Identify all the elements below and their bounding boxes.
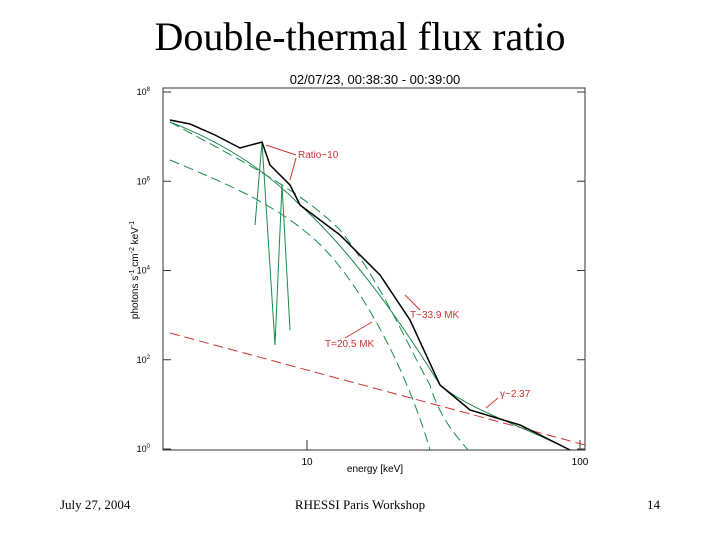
annotation: Ratio~10 bbox=[298, 150, 339, 161]
annotation: T~33.9 MK bbox=[410, 310, 460, 321]
tick-base: 10 bbox=[137, 444, 147, 454]
annotation: T=20.5 MK bbox=[325, 339, 375, 350]
y-axis-label: photons s-1 cm-2 keV-1 bbox=[129, 221, 141, 319]
slide-title: Double-thermal flux ratio bbox=[155, 14, 566, 59]
tick-base: 10 bbox=[137, 87, 147, 97]
x-tick-label: 100 bbox=[572, 457, 589, 468]
tick-exp: 0 bbox=[147, 444, 151, 450]
footer-date: July 27, 2004 bbox=[60, 497, 131, 512]
footer-page: 14 bbox=[647, 497, 661, 512]
x-tick-label: 10 bbox=[301, 457, 313, 468]
footer-event: RHESSI Paris Workshop bbox=[295, 497, 425, 512]
tick-base: 10 bbox=[137, 176, 147, 186]
y-tick-label: 108 bbox=[137, 87, 151, 97]
ratio-curve bbox=[254, 141, 291, 346]
tick-base: 10 bbox=[137, 266, 147, 276]
x-axis-label: energy [keV] bbox=[347, 464, 403, 475]
y-tick-label: 104 bbox=[137, 266, 151, 276]
data-spectrum bbox=[169, 119, 571, 451]
label-part: photons s bbox=[130, 276, 141, 319]
tick-exp: 6 bbox=[147, 176, 151, 182]
thermal-curve-2 bbox=[169, 121, 469, 451]
label-part: cm bbox=[130, 253, 141, 269]
arrow bbox=[344, 321, 373, 339]
annotation: γ~2.37 bbox=[500, 389, 531, 400]
arrow bbox=[289, 157, 297, 181]
tick-exp: 8 bbox=[147, 87, 151, 93]
y-tick-label: 100 bbox=[137, 444, 151, 454]
plot-frame bbox=[162, 87, 586, 451]
label-exp: -1 bbox=[129, 269, 136, 275]
thermal-curve-1 bbox=[169, 159, 431, 451]
plot-title: 02/07/23, 00:38:30 - 00:39:00 bbox=[290, 72, 461, 87]
label-exp: -1 bbox=[129, 221, 136, 227]
tick-exp: 4 bbox=[147, 266, 151, 272]
y-tick-label: 102 bbox=[137, 355, 151, 365]
tick-exp: 2 bbox=[147, 355, 151, 361]
tick-base: 10 bbox=[137, 355, 147, 365]
power-law-curve bbox=[169, 332, 586, 446]
arrow bbox=[265, 144, 297, 156]
total-model bbox=[169, 121, 571, 451]
label-exp: -2 bbox=[129, 247, 136, 253]
arrow bbox=[485, 397, 499, 409]
label-part: keV bbox=[130, 227, 141, 247]
y-tick-label: 106 bbox=[137, 176, 151, 186]
arrow bbox=[404, 294, 421, 311]
